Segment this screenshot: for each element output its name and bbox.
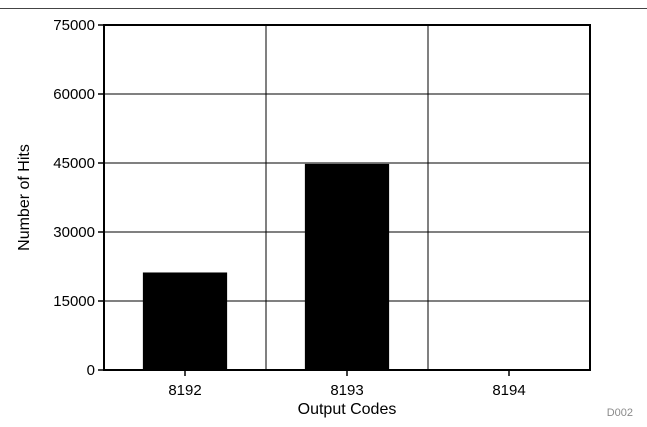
x-tick-label: 8194: [492, 382, 525, 399]
bar-8193: [304, 163, 390, 370]
y-tick-label: 15000: [53, 293, 95, 310]
figure-id-label: D002: [606, 407, 633, 419]
y-axis-title: Number of Hits: [16, 144, 33, 251]
gridlines: [104, 25, 590, 370]
bars: [142, 163, 390, 370]
x-axis-title: Output Codes: [298, 401, 397, 418]
y-tick-label: 75000: [53, 17, 95, 34]
x-tick-label: 8193: [330, 382, 363, 399]
bar-8192: [142, 272, 228, 370]
y-tick-label: 60000: [53, 86, 95, 103]
y-tick-label: 30000: [53, 224, 95, 241]
x-tick-label: 8192: [168, 382, 201, 399]
y-tick-label: 0: [87, 362, 95, 379]
top-divider: [0, 8, 647, 9]
x-axis-ticks: 8192 8193 8194: [168, 370, 526, 399]
y-tick-label: 45000: [53, 155, 95, 172]
y-axis-ticks: 0 15000 30000 45000 60000 75000: [53, 17, 104, 379]
